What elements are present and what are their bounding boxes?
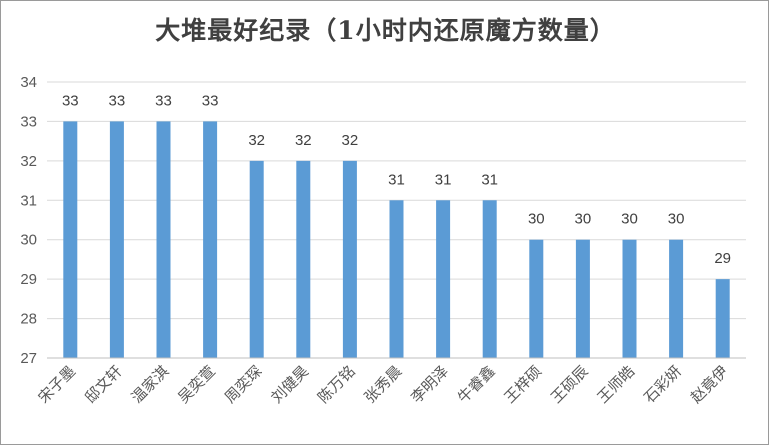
data-label: 31 [388, 171, 405, 188]
x-tick-label: 张秀晨 [361, 362, 406, 407]
bar [715, 279, 730, 358]
y-tick-label: 31 [20, 192, 37, 209]
x-tick-label: 牛睿鑫 [454, 362, 499, 407]
bar [622, 239, 637, 358]
y-tick-label: 28 [20, 311, 37, 328]
bar [389, 200, 404, 358]
x-tick-label: 石彩妍 [640, 362, 685, 407]
bar [436, 200, 451, 358]
x-tick-label: 陈万铭 [314, 362, 359, 407]
x-tick-label: 温家淇 [128, 362, 173, 407]
bar [669, 239, 684, 358]
x-tick-label: 邸文轩 [81, 362, 126, 407]
bar [109, 121, 124, 358]
bar [296, 160, 311, 358]
chart-title: 大堆最好纪录（1小时内还原魔方数量） [155, 16, 616, 45]
data-label: 29 [714, 250, 731, 267]
y-tick-label: 29 [20, 271, 37, 288]
data-label: 32 [295, 132, 312, 149]
data-label: 31 [481, 171, 498, 188]
data-label: 33 [202, 92, 219, 109]
y-tick-label: 32 [20, 153, 37, 170]
x-tick-label: 李明泽 [407, 362, 452, 407]
data-label: 30 [575, 211, 592, 228]
y-tick-label: 33 [20, 113, 37, 130]
data-label: 32 [248, 132, 265, 149]
x-tick-label: 王硕辰 [547, 362, 592, 407]
bar [575, 239, 590, 358]
data-label: 30 [528, 211, 545, 228]
bar [482, 200, 497, 358]
data-label: 33 [62, 92, 79, 109]
bar [63, 121, 78, 358]
x-tick-label: 王梓硕 [501, 362, 546, 407]
bar [342, 160, 357, 358]
data-label: 31 [435, 171, 452, 188]
y-tick-label: 30 [20, 232, 37, 249]
x-tick-label: 王师皓 [594, 362, 639, 407]
data-label: 33 [155, 92, 172, 109]
data-label: 30 [668, 211, 685, 228]
bar [203, 121, 218, 358]
x-tick-label: 周奕琛 [221, 362, 266, 407]
y-tick-label: 34 [20, 74, 37, 91]
y-tick-label: 27 [20, 350, 37, 367]
bar [156, 121, 171, 358]
x-tick-label: 吴奕萱 [174, 362, 219, 407]
bar [249, 160, 264, 358]
data-label: 32 [342, 132, 359, 149]
x-tick-label: 刘健昊 [268, 362, 313, 407]
x-tick-label: 赵竟伊 [687, 362, 732, 407]
x-tick-label: 宋子墨 [35, 362, 80, 407]
data-label: 33 [109, 92, 126, 109]
bar [529, 239, 544, 358]
data-label: 30 [621, 211, 638, 228]
